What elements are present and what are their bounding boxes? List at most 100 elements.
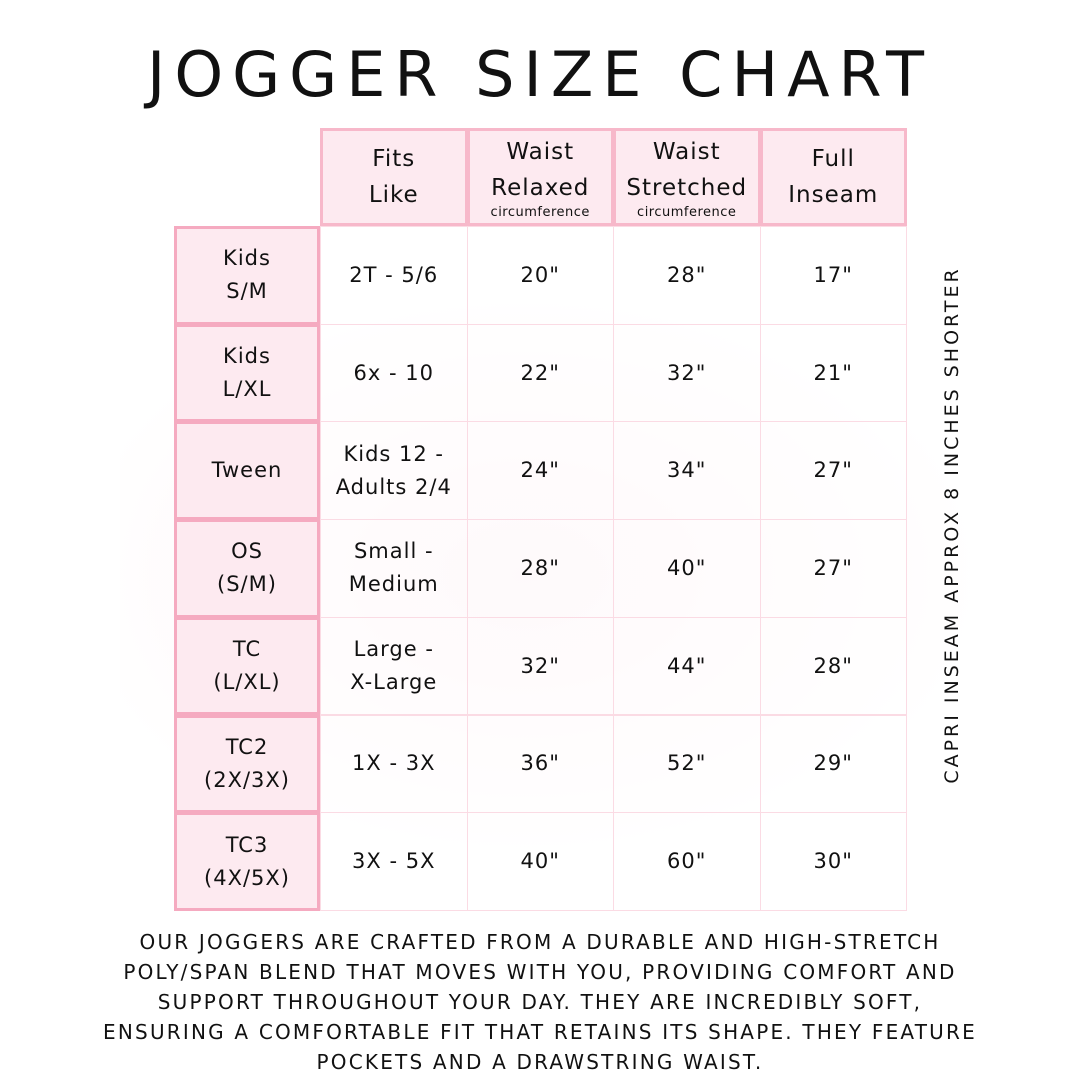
- cell-text: 28": [520, 555, 560, 580]
- table-cell-stretched: 34": [613, 421, 761, 521]
- cell-text: S/M: [226, 279, 268, 304]
- table-cell-stretched: 40": [613, 519, 761, 618]
- table-cell-stretched: 44": [613, 616, 761, 716]
- cell-text: OS: [231, 539, 263, 564]
- table-cell-fits: 3X - 5X: [320, 812, 468, 911]
- cell-text: Inseam: [788, 182, 879, 208]
- cell-text: 30": [813, 849, 853, 874]
- column-header: Full Inseam: [759, 128, 907, 226]
- cell-text: 32": [667, 360, 707, 385]
- cell-text: Fits: [372, 146, 416, 172]
- description-line: pockets and a drawstring waist.: [316, 1050, 764, 1074]
- table-cell-fits: Kids 12 - Adults 2/4: [320, 421, 468, 521]
- row-header: Kids L/XL: [174, 323, 320, 423]
- table-cell-relaxed: 22": [466, 323, 614, 423]
- table-cell-fits: Small - Medium: [320, 519, 468, 618]
- row-header: Kids S/M: [174, 226, 320, 325]
- cell-text: Adults 2/4: [335, 474, 452, 499]
- cell-text: Waist: [652, 139, 721, 165]
- cell-text: (4X/5X): [204, 865, 290, 890]
- cell-text: TC: [232, 637, 262, 662]
- description-line: Our joggers are crafted from a durable a…: [139, 930, 941, 954]
- table-cell-relaxed: 24": [466, 421, 614, 521]
- table-cell-stretched: 28": [613, 226, 761, 325]
- table-cell-fits: 1X - 3X: [320, 714, 468, 814]
- table-cell-inseam: 28": [759, 616, 907, 716]
- cell-text: 44": [667, 653, 707, 678]
- cell-text: 6x - 10: [353, 360, 434, 385]
- capri-note: CAPRI INSEAM APPROX 8 INCHES SHORTER: [941, 266, 963, 784]
- cell-text: 27": [813, 458, 853, 483]
- cell-text: 21": [813, 360, 853, 385]
- cell-text: 3X - 5X: [352, 849, 436, 874]
- cell-text: 32": [520, 653, 560, 678]
- table-cell-stretched: 32": [613, 323, 761, 423]
- table-cell-inseam: 27": [759, 519, 907, 618]
- row-header: TC2 (2X/3X): [174, 714, 320, 814]
- column-header: Waist Stretched circumference: [613, 128, 761, 226]
- table-cell-inseam: 30": [759, 812, 907, 911]
- table-cell-inseam: 21": [759, 323, 907, 423]
- cell-text: 20": [520, 262, 560, 287]
- cell-text: Relaxed: [491, 175, 590, 201]
- cell-text: 28": [667, 262, 707, 287]
- cell-text: (S/M): [217, 572, 277, 597]
- table-cell-inseam: 17": [759, 226, 907, 325]
- cell-text: 60": [667, 849, 707, 874]
- cell-text: 17": [813, 262, 853, 287]
- cell-text: (2X/3X): [204, 767, 290, 792]
- table-cell-fits: 2T - 5/6: [320, 226, 468, 325]
- cell-text: 29": [813, 751, 853, 776]
- cell-text: 52": [667, 751, 707, 776]
- page-title: JOGGER SIZE CHART: [147, 38, 933, 111]
- table-cell-fits: 6x - 10: [320, 323, 468, 423]
- table-cell-relaxed: 40": [466, 812, 614, 911]
- row-header: TC3 (4X/5X): [174, 812, 320, 911]
- cell-text: X-Large: [350, 670, 438, 695]
- table-cell-fits: Large - X-Large: [320, 616, 468, 716]
- cell-text: 36": [520, 751, 560, 776]
- cell-text: 28": [813, 653, 853, 678]
- cell-text: 34": [667, 458, 707, 483]
- table-cell-inseam: 27": [759, 421, 907, 521]
- cell-text: Medium: [348, 572, 439, 597]
- table-cell-relaxed: 20": [466, 226, 614, 325]
- description-line: support throughout your day. They are in…: [157, 990, 923, 1014]
- description-line: ensuring a comfortable fit that retains …: [103, 1020, 977, 1044]
- table-cell-relaxed: 32": [466, 616, 614, 716]
- product-description: Our joggers are crafted from a durable a…: [40, 927, 1040, 1077]
- table-cell-stretched: 52": [613, 714, 761, 814]
- column-header: Waist Relaxed circumference: [466, 128, 614, 226]
- cell-text: TC3: [225, 832, 269, 857]
- description-line: poly/span blend that moves with you, pro…: [123, 960, 957, 984]
- cell-text: 40": [667, 555, 707, 580]
- cell-text: 22": [520, 360, 560, 385]
- cell-text: Kids: [223, 246, 271, 271]
- row-header: TC (L/XL): [174, 616, 320, 716]
- cell-text: Kids: [223, 344, 271, 369]
- cell-text: 40": [520, 849, 560, 874]
- cell-text: Waist: [506, 139, 575, 165]
- table-cell-inseam: 29": [759, 714, 907, 814]
- cell-text: Large -: [353, 637, 434, 662]
- row-header: Tween: [174, 421, 320, 521]
- cell-text: Stretched: [626, 175, 748, 201]
- cell-text: (L/XL): [213, 670, 281, 695]
- cell-text: 1X - 3X: [352, 751, 436, 776]
- cell-text: Tween: [211, 458, 283, 483]
- table-cell-stretched: 60": [613, 812, 761, 911]
- cell-text: circumference: [637, 205, 737, 220]
- cell-text: circumference: [490, 205, 590, 220]
- cell-text: 24": [520, 458, 560, 483]
- cell-text: Full: [811, 146, 855, 172]
- column-header: Fits Like: [320, 128, 468, 226]
- cell-text: Kids 12 -: [343, 441, 445, 466]
- row-header: OS (S/M): [174, 519, 320, 618]
- table-cell-relaxed: 28": [466, 519, 614, 618]
- table-cell-relaxed: 36": [466, 714, 614, 814]
- cell-text: Small -: [353, 539, 434, 564]
- cell-text: Like: [368, 182, 419, 208]
- cell-text: TC2: [225, 734, 269, 759]
- cell-text: 27": [813, 555, 853, 580]
- cell-text: 2T - 5/6: [349, 262, 439, 287]
